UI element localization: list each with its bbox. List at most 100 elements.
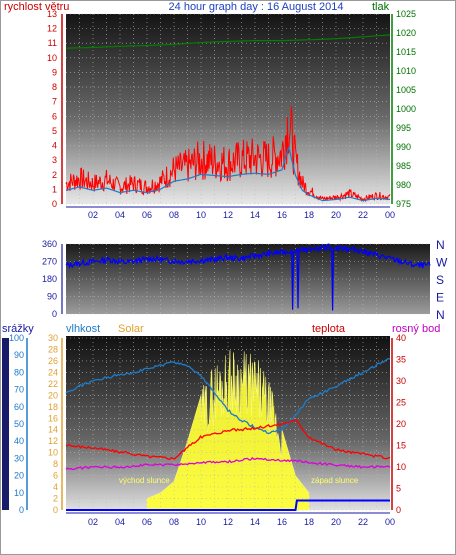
weather-x-tick-16: 16 — [277, 517, 287, 527]
right-tick-20: 20 — [396, 419, 406, 429]
weather-x-tick-04: 04 — [115, 517, 125, 527]
weather-x-tick-00: 00 — [385, 517, 395, 527]
humidity-tick-50: 50 — [14, 419, 24, 429]
wind-x-tick-18: 18 — [304, 210, 314, 220]
wind-tick-1: 1 — [52, 184, 57, 194]
temp-tick-14: 14 — [48, 425, 58, 435]
temp-tick-28: 28 — [48, 344, 58, 354]
wind-tick-0: 0 — [52, 199, 57, 209]
wind-x-tick-12: 12 — [223, 210, 233, 220]
weather-x-tick-10: 10 — [196, 517, 206, 527]
weather-x-tick-12: 12 — [223, 517, 233, 527]
temp-tick-8: 8 — [53, 459, 58, 469]
direction-tick-270: 270 — [42, 257, 57, 267]
pressure-tick-975: 975 — [396, 199, 411, 209]
temp-tick-0: 0 — [53, 505, 58, 515]
wind-tick-3: 3 — [52, 155, 57, 165]
rain-label: srážky — [2, 323, 34, 335]
compass-label-0: N — [436, 238, 445, 252]
wind-tick-8: 8 — [52, 82, 57, 92]
humidity-tick-30: 30 — [14, 453, 24, 463]
wind-x-tick-08: 08 — [169, 210, 179, 220]
direction-series — [65, 243, 431, 311]
pressure-axis-title: tlak — [372, 1, 390, 13]
wind-x-tick-06: 06 — [142, 210, 152, 220]
compass-label-2: S — [436, 273, 444, 287]
temp-tick-16: 16 — [48, 413, 58, 423]
dewpoint-label: rosný bod — [392, 323, 440, 335]
compass-label-1: W — [436, 256, 448, 270]
temp-tick-22: 22 — [48, 379, 58, 389]
humidity-tick-100: 100 — [9, 333, 24, 343]
wind-x-tick-22: 22 — [358, 210, 368, 220]
wind-tick-7: 7 — [52, 97, 57, 107]
weather-x-tick-20: 20 — [331, 517, 341, 527]
temp-tick-4: 4 — [53, 482, 58, 492]
wind-tick-12: 12 — [47, 24, 57, 34]
right-tick-10: 10 — [396, 462, 406, 472]
humidity-tick-0: 0 — [19, 505, 24, 515]
wind-x-tick-00: 00 — [385, 210, 395, 220]
wind-tick-9: 9 — [52, 67, 57, 77]
direction-tick-180: 180 — [42, 274, 57, 284]
right-tick-5: 5 — [396, 484, 401, 494]
temp-tick-10: 10 — [48, 448, 58, 458]
wind-x-tick-02: 02 — [88, 210, 98, 220]
humidity-tick-80: 80 — [14, 367, 24, 377]
wind-tick-11: 11 — [48, 38, 57, 48]
temp-tick-20: 20 — [48, 390, 58, 400]
right-tick-30: 30 — [396, 376, 406, 386]
humidity-tick-10: 10 — [14, 488, 24, 498]
temp-tick-18: 18 — [48, 402, 58, 412]
humidity-label: vlhkost — [66, 323, 100, 335]
humidity-tick-60: 60 — [14, 402, 24, 412]
sunrise-annotation: východ slunce — [119, 476, 170, 485]
sunset-annotation: západ slunce — [311, 476, 359, 485]
wind-axis-title: rychlost větru — [4, 1, 69, 13]
humidity-tick-20: 20 — [14, 471, 24, 481]
pressure-tick-1000: 1000 — [396, 104, 416, 114]
rain-series — [66, 499, 390, 511]
direction-tick-0: 0 — [52, 309, 57, 319]
right-tick-40: 40 — [396, 333, 406, 343]
pressure-tick-1010: 1010 — [396, 66, 416, 76]
temperature-series — [65, 419, 391, 460]
direction-tick-360: 360 — [42, 239, 57, 249]
compass-label-3: E — [436, 291, 444, 305]
page-title: 24 hour graph day : 16 August 2014 — [169, 1, 344, 13]
pressure-tick-1025: 1025 — [396, 9, 416, 19]
weather-x-tick-18: 18 — [304, 517, 314, 527]
weather-x-tick-02: 02 — [88, 517, 98, 527]
wind-x-tick-16: 16 — [277, 210, 287, 220]
weather-x-tick-22: 22 — [358, 517, 368, 527]
dewpoint-series — [65, 456, 391, 471]
pressure-tick-990: 990 — [396, 142, 411, 152]
wind-x-tick-04: 04 — [115, 210, 125, 220]
compass-label-4: N — [436, 308, 445, 322]
wind-tick-2: 2 — [52, 170, 57, 180]
direction-plot-area — [66, 244, 430, 314]
weather-x-tick-08: 08 — [169, 517, 179, 527]
temp-tick-6: 6 — [53, 471, 58, 481]
wind-x-tick-10: 10 — [196, 210, 206, 220]
wind-tick-4: 4 — [52, 141, 57, 151]
humidity-tick-70: 70 — [14, 385, 24, 395]
temp-tick-12: 12 — [48, 436, 58, 446]
right-tick-25: 25 — [396, 398, 406, 408]
right-tick-15: 15 — [396, 441, 406, 451]
rain-axis-strip — [2, 338, 9, 510]
temp-tick-24: 24 — [48, 367, 58, 377]
temp-tick-26: 26 — [48, 356, 58, 366]
pressure-tick-1005: 1005 — [396, 85, 416, 95]
wind-tick-13: 13 — [47, 9, 57, 19]
weather-x-tick-14: 14 — [250, 517, 260, 527]
wind-x-tick-14: 14 — [250, 210, 260, 220]
temp-tick-2: 2 — [53, 494, 58, 504]
temp-tick-30: 30 — [48, 333, 58, 343]
wind-tick-10: 10 — [47, 53, 57, 63]
pressure-tick-980: 980 — [396, 180, 411, 190]
pressure-tick-1015: 1015 — [396, 47, 416, 57]
wind-tick-5: 5 — [52, 126, 57, 136]
